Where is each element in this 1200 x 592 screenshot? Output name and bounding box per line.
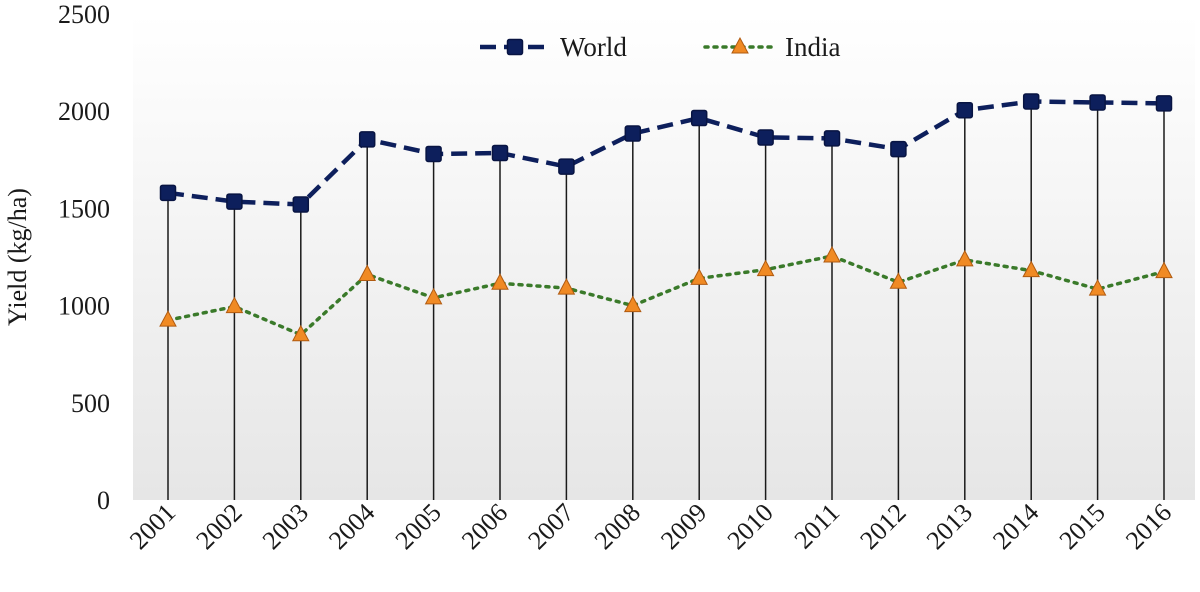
data-point-world — [823, 130, 841, 147]
data-point-india — [756, 259, 775, 277]
y-axis-title: Yield (kg/ha) — [3, 188, 32, 326]
data-point-world — [226, 193, 243, 210]
data-point-india — [424, 287, 443, 305]
x-tick-label: 2008 — [589, 498, 646, 555]
y-tick-label: 1500 — [58, 194, 110, 223]
data-point-world — [1155, 95, 1173, 112]
series-line-world — [167, 99, 1165, 207]
series-layer — [159, 93, 1173, 342]
data-point-world — [690, 109, 708, 127]
y-tick-label: 2000 — [58, 97, 110, 126]
series-india — [159, 245, 1173, 342]
data-point-world — [358, 131, 376, 148]
x-tick-label: 2009 — [655, 498, 712, 555]
data-point-india — [225, 296, 244, 314]
data-point-india — [690, 268, 709, 285]
data-point-india — [1155, 261, 1173, 279]
x-tick-label: 2010 — [722, 498, 779, 555]
data-point-india — [159, 310, 177, 327]
legend: World India — [480, 32, 840, 62]
data-point-world — [757, 129, 774, 146]
data-point-world — [491, 144, 509, 162]
legend-label: World — [560, 32, 627, 62]
data-point-india — [889, 272, 908, 289]
data-point-world — [558, 158, 575, 175]
x-tick-label: 2003 — [257, 498, 314, 555]
data-point-world — [425, 145, 442, 163]
x-tick-label: 2001 — [124, 498, 181, 555]
data-point-india — [557, 278, 576, 295]
x-tick-label: 2014 — [987, 498, 1044, 555]
x-tick-label: 2012 — [854, 498, 911, 555]
x-tick-label: 2015 — [1054, 498, 1111, 555]
y-axis-ticks: 0 500 1000 1500 2000 2500 — [58, 0, 110, 515]
data-point-world — [1022, 93, 1040, 110]
x-tick-label: 2013 — [921, 498, 978, 555]
data-point-india — [1088, 279, 1107, 296]
data-point-world — [159, 184, 177, 202]
x-tick-label: 2004 — [323, 498, 380, 555]
x-tick-label: 2007 — [522, 498, 579, 555]
data-point-world — [1089, 94, 1106, 111]
data-point-india — [358, 264, 377, 281]
x-axis-ticks: 2001 2002 2003 2004 2005 2006 2007 2008 2009 2010… — [124, 498, 1177, 555]
legend-label: India — [785, 32, 840, 62]
data-point-india — [291, 324, 310, 342]
data-point-india — [491, 273, 509, 290]
data-point-world — [890, 140, 907, 158]
y-tick-label: 500 — [71, 389, 110, 418]
plot-area-background — [133, 14, 1195, 500]
y-tick-label: 2500 — [58, 0, 110, 29]
legend-marker — [731, 36, 749, 54]
legend-entry-india: India — [703, 32, 840, 62]
data-point-india — [823, 245, 841, 263]
drop-lines — [167, 101, 1165, 500]
x-tick-label: 2016 — [1120, 498, 1177, 555]
data-point-india — [623, 295, 642, 313]
y-tick-label: 0 — [97, 486, 110, 515]
series-world — [159, 93, 1173, 213]
y-tick-label: 1000 — [58, 292, 110, 321]
series-line-india — [166, 254, 1166, 337]
x-tick-label: 2002 — [190, 498, 247, 555]
data-point-india — [1022, 260, 1041, 278]
x-tick-label: 2005 — [390, 498, 447, 555]
data-point-world — [624, 125, 642, 142]
x-tick-label: 2011 — [789, 498, 846, 555]
legend-entry-world: World — [480, 32, 627, 62]
x-tick-label: 2006 — [456, 498, 513, 555]
legend-marker — [506, 38, 524, 56]
data-point-world — [956, 101, 974, 119]
data-point-india — [955, 249, 974, 267]
data-point-world — [292, 196, 310, 213]
